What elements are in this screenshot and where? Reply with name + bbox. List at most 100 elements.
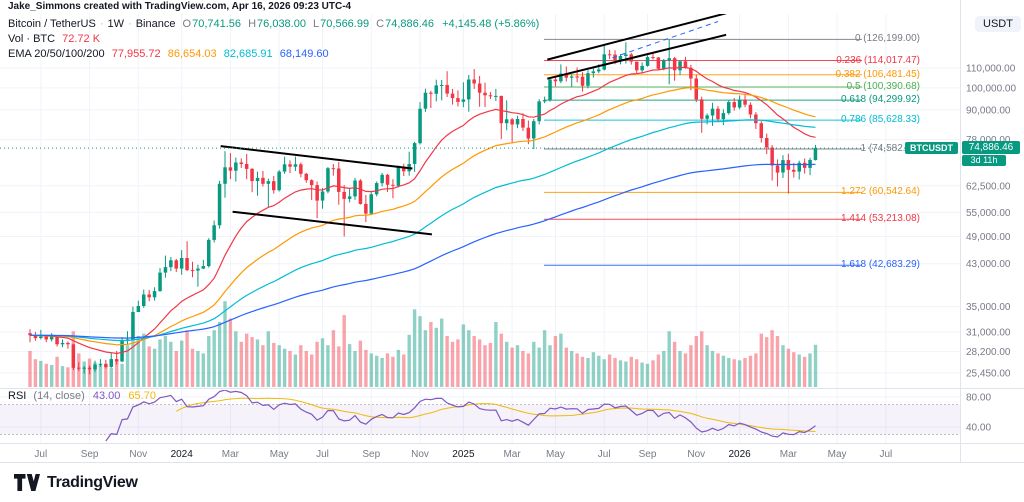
symbol-legend-row: Bitcoin / TetherUS · 1W · Binance O70,741.56… bbox=[8, 17, 539, 32]
volume-bar bbox=[239, 341, 243, 387]
candle-body bbox=[364, 203, 368, 214]
candle-body bbox=[272, 181, 276, 191]
volume-bar bbox=[689, 345, 693, 387]
candle-body bbox=[374, 183, 379, 195]
volume-bar bbox=[797, 354, 801, 387]
candle-body bbox=[521, 119, 525, 128]
candle-body bbox=[288, 164, 292, 167]
volume-bar bbox=[104, 366, 108, 387]
time-axis[interactable] bbox=[0, 443, 960, 462]
chart-canvas[interactable]: 110,000.00 100,000.00 90,000.00 78,000.00 62… bbox=[0, 0, 1024, 462]
volume-bar bbox=[786, 348, 791, 387]
volume-bar bbox=[115, 360, 119, 387]
volume-bar bbox=[39, 360, 43, 387]
candle-body bbox=[315, 185, 319, 201]
volume-bar bbox=[624, 361, 628, 387]
volume-bar bbox=[369, 353, 373, 387]
candle-body bbox=[380, 174, 384, 184]
axis-currency-button[interactable]: USDT bbox=[975, 16, 1021, 32]
candle-body bbox=[461, 99, 466, 102]
volume-bar bbox=[353, 351, 357, 387]
volume-bar bbox=[635, 359, 639, 387]
trend-line bbox=[612, 21, 719, 59]
volume-bar bbox=[412, 309, 417, 387]
volume-bar bbox=[737, 360, 742, 387]
ema-line bbox=[30, 163, 816, 339]
volume-bar bbox=[228, 318, 233, 387]
candle-body bbox=[575, 76, 579, 78]
symbol-title[interactable]: Bitcoin / TetherUS bbox=[8, 18, 96, 30]
interval-label[interactable]: 1W bbox=[107, 18, 125, 30]
volume-bar bbox=[66, 367, 70, 387]
rsi-ma-value: 65.70 bbox=[128, 390, 156, 402]
candle-body bbox=[765, 138, 769, 148]
volume-bar bbox=[640, 362, 644, 387]
volume-bar bbox=[120, 363, 124, 387]
candle-body bbox=[163, 267, 168, 273]
candle-body bbox=[217, 183, 222, 226]
volume-label[interactable]: Vol · BTC bbox=[8, 33, 56, 45]
volume-bar bbox=[326, 345, 330, 387]
volume-bar bbox=[759, 333, 763, 387]
volume-bar bbox=[261, 345, 265, 387]
volume-bar bbox=[364, 349, 368, 387]
volume-bar bbox=[320, 338, 325, 387]
candle-body bbox=[613, 54, 617, 61]
volume-bar bbox=[299, 345, 303, 387]
price-tick-label: 28,200.00 bbox=[966, 347, 1011, 358]
time-tick-label: Mar bbox=[222, 449, 240, 460]
candle-body bbox=[515, 119, 520, 125]
close-label: C bbox=[376, 18, 385, 30]
ema-legend-row: EMA 20/50/100/200 77,955.72 86,654.03 82… bbox=[8, 47, 539, 62]
candle-body bbox=[618, 56, 623, 61]
volume-bar bbox=[147, 346, 151, 387]
volume-bar bbox=[440, 318, 444, 387]
candle-body bbox=[548, 79, 552, 101]
price-axis-badge: 74,886.46 bbox=[962, 141, 1020, 155]
volume-bar bbox=[212, 330, 216, 387]
volume-bar bbox=[597, 355, 601, 387]
candle-body bbox=[391, 184, 395, 186]
candle-body bbox=[201, 266, 206, 269]
volume-bar bbox=[651, 360, 655, 387]
volume-bar bbox=[174, 351, 178, 387]
ema-label[interactable]: EMA 20/50/100/200 bbox=[8, 48, 105, 60]
time-tick-label: 2025 bbox=[452, 449, 475, 460]
time-tick-label: Sep bbox=[639, 449, 657, 460]
candle-body bbox=[635, 61, 639, 71]
rsi-ma-line bbox=[176, 397, 816, 432]
candle-body bbox=[337, 168, 341, 192]
ema100-value: 82,685.91 bbox=[223, 48, 273, 60]
candle-body bbox=[402, 167, 406, 172]
volume-bar bbox=[754, 353, 758, 387]
rsi-label[interactable]: RSI bbox=[8, 390, 27, 402]
candle-body bbox=[559, 73, 563, 82]
separator-dot: · bbox=[99, 18, 104, 30]
candle-body bbox=[494, 95, 498, 97]
volume-bar bbox=[185, 330, 189, 387]
tradingview-wordmark: TradingView bbox=[47, 473, 138, 491]
volume-bar bbox=[407, 334, 411, 387]
candle-body bbox=[77, 367, 81, 369]
close-value: 74,886.46 bbox=[385, 18, 435, 30]
volume-bar bbox=[732, 359, 736, 387]
ema20-value: 77,955.72 bbox=[111, 48, 161, 60]
volume-bar bbox=[710, 351, 715, 387]
volume-bar bbox=[277, 345, 281, 387]
price-axis[interactable] bbox=[961, 0, 1024, 443]
volume-bar bbox=[310, 354, 314, 387]
candle-body bbox=[553, 79, 558, 82]
candle-body bbox=[353, 180, 357, 197]
volume-bar bbox=[570, 351, 574, 387]
volume-bar bbox=[234, 331, 238, 387]
volume-bar bbox=[483, 345, 487, 387]
volume-bar bbox=[60, 366, 65, 387]
candle-body bbox=[60, 342, 65, 345]
tradingview-logo[interactable]: TradingView bbox=[14, 474, 138, 492]
high-label: H bbox=[248, 18, 257, 30]
candle-body bbox=[456, 98, 460, 102]
volume-bar bbox=[656, 354, 661, 387]
candle-body bbox=[299, 164, 303, 174]
candle-body bbox=[667, 58, 671, 61]
